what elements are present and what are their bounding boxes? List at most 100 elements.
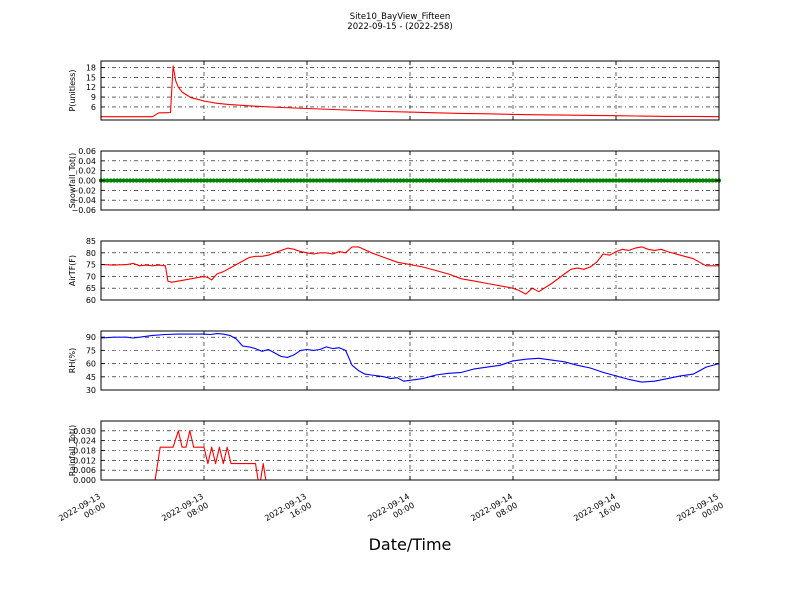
- data-point: [594, 178, 599, 183]
- data-point: [578, 178, 583, 183]
- data-point: [227, 178, 232, 183]
- data-point: [510, 178, 516, 183]
- data-point: [443, 178, 448, 183]
- panel-4: 30 45 60 75 90 RH(%): [68, 330, 720, 395]
- y-tick-label: 80: [86, 249, 96, 258]
- data-point: [517, 178, 522, 183]
- data-point: [176, 178, 181, 183]
- data-point: [485, 178, 490, 183]
- data-point: [610, 178, 615, 183]
- x-axis-label: Date/Time: [369, 535, 452, 554]
- data-point: [591, 178, 596, 183]
- y-tick-label: 15: [86, 73, 96, 82]
- y-tick-label: 70: [86, 272, 96, 281]
- data-point: [636, 178, 641, 183]
- data-point: [160, 178, 165, 183]
- data-point: [697, 178, 702, 183]
- data-point: [546, 178, 551, 183]
- data-point: [314, 178, 319, 183]
- data-point: [359, 178, 364, 183]
- data-point: [356, 178, 361, 183]
- chart-title: Site10_BayView_Fifteen: [350, 12, 451, 22]
- data-point: [462, 178, 467, 183]
- y-tick-label: 85: [86, 237, 96, 246]
- data-point: [346, 178, 351, 183]
- data-point: [607, 178, 612, 183]
- data-point: [668, 178, 673, 183]
- data-point: [320, 178, 326, 183]
- data-point: [700, 178, 706, 183]
- data-point: [433, 178, 438, 183]
- data-point: [131, 178, 136, 183]
- data-point: [401, 178, 406, 183]
- data-point: [179, 178, 184, 183]
- data-point: [298, 178, 303, 183]
- data-point: [543, 178, 548, 183]
- data-point: [407, 178, 413, 183]
- data-point: [362, 178, 368, 183]
- data-point: [504, 178, 509, 183]
- data-point: [153, 178, 158, 183]
- data-point: [649, 178, 654, 183]
- data-point: [629, 178, 635, 183]
- data-point: [501, 178, 506, 183]
- data-point: [655, 178, 660, 183]
- data-point: [469, 178, 474, 183]
- data-point: [240, 178, 245, 183]
- data-point: [385, 178, 390, 183]
- data-point: [308, 178, 313, 183]
- data-point: [568, 178, 574, 183]
- data-point: [147, 178, 152, 183]
- data-point: [217, 178, 223, 183]
- data-point: [333, 178, 339, 183]
- data-point: [114, 178, 120, 183]
- series-line: [101, 65, 720, 118]
- data-point: [530, 178, 535, 183]
- data-point: [555, 178, 561, 183]
- data-point: [349, 178, 355, 183]
- data-point: [459, 178, 464, 183]
- y-tick-label: 75: [86, 261, 96, 270]
- data-point: [658, 178, 664, 183]
- data-point: [597, 178, 603, 183]
- data-point: [279, 178, 284, 183]
- data-point: [520, 178, 525, 183]
- series-line: [100, 246, 719, 295]
- data-point: [366, 178, 371, 183]
- data-point: [417, 178, 422, 183]
- data-point: [581, 178, 586, 183]
- y-tick-label: 65: [86, 284, 96, 293]
- data-point: [201, 178, 207, 183]
- data-point: [662, 178, 667, 183]
- data-point: [127, 178, 133, 183]
- data-point: [526, 178, 532, 183]
- data-point: [292, 178, 297, 183]
- data-point: [498, 178, 503, 183]
- data-point: [514, 178, 519, 183]
- data-point: [205, 178, 210, 183]
- data-point: [317, 178, 322, 183]
- data-point: [343, 178, 348, 183]
- data-point: [234, 178, 239, 183]
- data-point: [423, 178, 429, 183]
- data-point: [134, 178, 139, 183]
- y-tick-label: 0.012: [73, 456, 96, 465]
- y-tick-label: 6: [91, 103, 96, 112]
- data-point: [642, 178, 648, 183]
- data-point: [192, 178, 197, 183]
- data-point: [420, 178, 425, 183]
- data-point: [221, 178, 226, 183]
- data-point: [285, 178, 290, 183]
- y-axis-label: Snowfall_Tot(): [68, 153, 77, 209]
- data-point: [124, 178, 129, 183]
- data-point: [620, 178, 625, 183]
- data-point: [452, 178, 458, 183]
- data-point: [369, 178, 374, 183]
- data-point: [140, 178, 145, 183]
- data-point: [224, 178, 229, 183]
- data-point: [337, 178, 342, 183]
- data-point: [311, 178, 316, 183]
